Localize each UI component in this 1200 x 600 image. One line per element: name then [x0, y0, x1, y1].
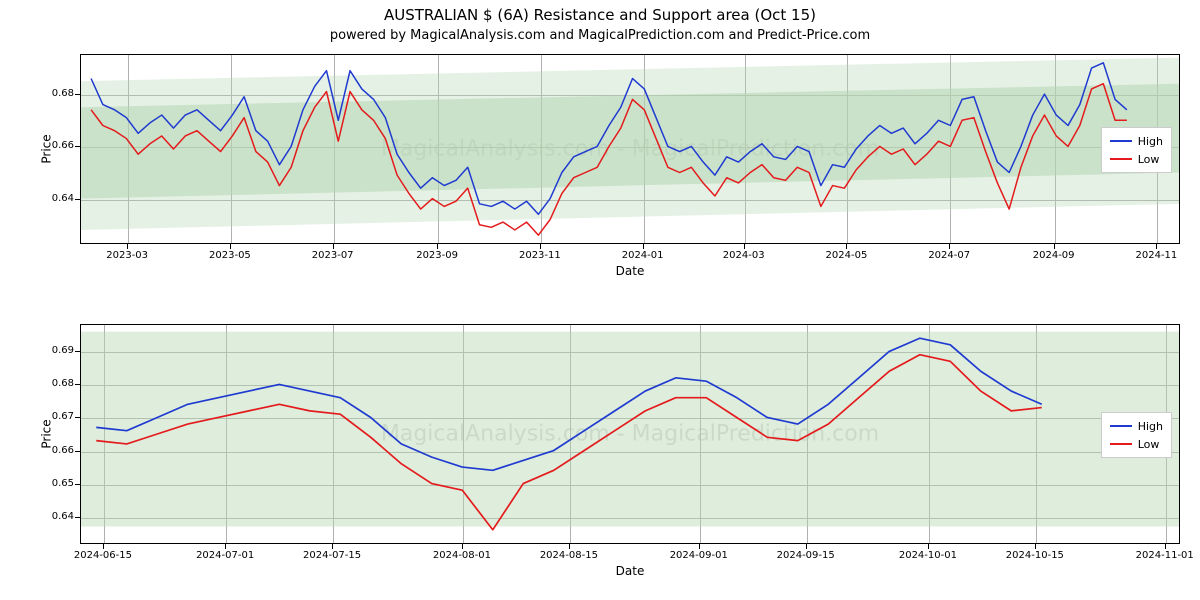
- chart-top-legend: HighLow: [1101, 127, 1172, 173]
- xtick-label: 2023-11: [510, 250, 570, 261]
- xtick-label: 2023-03: [97, 250, 157, 261]
- ytick-label: 0.68: [34, 378, 74, 389]
- xtick-label: 2024-08-15: [539, 550, 599, 561]
- xtick-label: 2024-11-01: [1135, 550, 1195, 561]
- xtick-label: 2023-09: [407, 250, 467, 261]
- xtick-label: 2024-09-15: [776, 550, 836, 561]
- figure: AUSTRALIAN $ (6A) Resistance and Support…: [0, 0, 1200, 600]
- xtick-label: 2024-05: [816, 250, 876, 261]
- chart-bottom-xlabel: Date: [80, 564, 1180, 578]
- xtick-label: 2024-01: [613, 250, 673, 261]
- series-low: [96, 355, 1042, 530]
- legend-item-low: Low: [1110, 435, 1163, 453]
- ytick-label: 0.66: [34, 445, 74, 456]
- legend-item-high: High: [1110, 132, 1163, 150]
- ytick-label: 0.68: [34, 88, 74, 99]
- legend-item-low: Low: [1110, 150, 1163, 168]
- legend-item-high: High: [1110, 417, 1163, 435]
- xtick-label: 2024-06-15: [73, 550, 133, 561]
- ytick-label: 0.69: [34, 345, 74, 356]
- xtick-label: 2024-09-01: [669, 550, 729, 561]
- chart-sub-title: powered by MagicalAnalysis.com and Magic…: [0, 28, 1200, 43]
- chart-bottom: MagicalAnalysis.com - MagicalPrediction.…: [80, 324, 1180, 544]
- xtick-label: 2024-10-01: [898, 550, 958, 561]
- xtick-label: 2024-03: [714, 250, 774, 261]
- chart-main-title: AUSTRALIAN $ (6A) Resistance and Support…: [0, 6, 1200, 24]
- chart-bottom-plot: MagicalAnalysis.com - MagicalPrediction.…: [80, 324, 1180, 544]
- xtick-label: 2024-09: [1024, 250, 1084, 261]
- chart-top: MagicalAnalysis.com - MagicalPrediction.…: [80, 54, 1180, 244]
- chart-top-plot: MagicalAnalysis.com - MagicalPrediction.…: [80, 54, 1180, 244]
- ytick-label: 0.64: [34, 193, 74, 204]
- xtick-label: 2024-10-15: [1005, 550, 1065, 561]
- xtick-label: 2023-07: [303, 250, 363, 261]
- ytick-label: 0.67: [34, 411, 74, 422]
- ytick-label: 0.65: [34, 478, 74, 489]
- chart-top-xlabel: Date: [80, 264, 1180, 278]
- chart-bottom-legend: HighLow: [1101, 412, 1172, 458]
- ytick-label: 0.66: [34, 140, 74, 151]
- xtick-label: 2023-05: [200, 250, 260, 261]
- xtick-label: 2024-07-15: [302, 550, 362, 561]
- ytick-label: 0.64: [34, 511, 74, 522]
- xtick-label: 2024-11: [1126, 250, 1186, 261]
- series-low: [91, 84, 1127, 235]
- xtick-label: 2024-07: [919, 250, 979, 261]
- xtick-label: 2024-08-01: [432, 550, 492, 561]
- xtick-label: 2024-07-01: [195, 550, 255, 561]
